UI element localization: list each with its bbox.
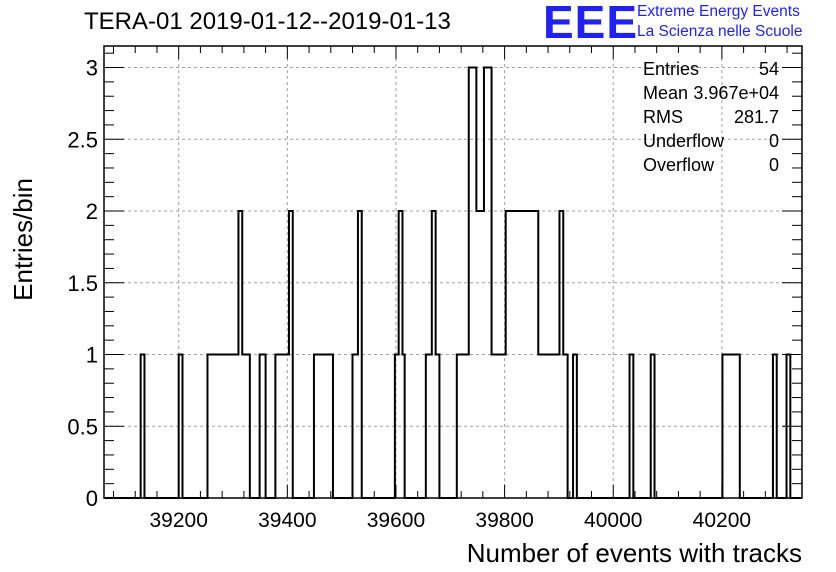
chart-title: TERA-01 2019-01-12--2019-01-13 (84, 8, 451, 35)
histogram-bin (492, 355, 506, 498)
stats-row-overflow: Overflow 0 (637, 153, 787, 177)
plot-frame (103, 45, 803, 499)
histogram-bin (538, 355, 554, 498)
y-axis-label: Entries/bin (8, 178, 38, 301)
stats-overflow-value: 0 (768, 155, 779, 175)
x-axis-label: Number of events with tracks (467, 538, 802, 568)
x-tick-label: 39600 (367, 509, 425, 532)
axis-tick-labels: 39200 39400 39600 39800 40000 40200 0 0.5 1 1.5 2 2… (67, 56, 751, 532)
stats-entries-value: 54 (758, 59, 779, 79)
y-tick-label: 2 (86, 199, 98, 224)
x-tick-label: 39400 (258, 509, 316, 532)
stats-mean-value: 3.967e+04 (693, 83, 779, 103)
axis-ticks (104, 46, 802, 499)
y-tick-label: 0 (86, 486, 98, 511)
stats-box: Entries 54 Mean 3.967e+04 RMS 281.7 Unde… (637, 57, 787, 177)
stats-overflow-label: Overflow (643, 155, 715, 175)
y-tick-label: 0.5 (67, 414, 98, 439)
stats-row-rms: RMS 281.7 (637, 105, 787, 129)
eee-logo: EEE Extreme Energy Events La Scienza nel… (543, 0, 833, 48)
stats-row-underflow: Underflow 0 (637, 129, 787, 153)
stats-rms-label: RMS (643, 107, 683, 127)
stats-rms-value: 281.7 (733, 107, 779, 127)
logo-mark: EEE (543, 0, 639, 48)
histogram-bin (506, 211, 539, 498)
x-tick-label: 39200 (149, 509, 207, 532)
x-tick-label: 40000 (584, 509, 642, 532)
histogram-bin (722, 355, 739, 498)
y-tick-label: 1 (86, 343, 98, 368)
stats-row-entries: Entries 54 (637, 57, 787, 81)
stats-row-mean: Mean 3.967e+04 (637, 81, 787, 105)
stats-underflow-label: Underflow (643, 131, 725, 151)
logo-line-2: La Scienza nelle Scuole (637, 23, 803, 40)
stats-mean-label: Mean (643, 83, 689, 103)
x-tick-label: 40200 (693, 509, 751, 532)
y-tick-label: 1.5 (67, 271, 98, 296)
stats-underflow-value: 0 (768, 131, 779, 151)
y-tick-label: 3 (86, 56, 98, 81)
y-tick-label: 2.5 (67, 127, 98, 152)
logo-line-1: Extreme Energy Events (637, 3, 800, 20)
stats-entries-label: Entries (643, 59, 700, 79)
x-tick-label: 39800 (475, 509, 533, 532)
